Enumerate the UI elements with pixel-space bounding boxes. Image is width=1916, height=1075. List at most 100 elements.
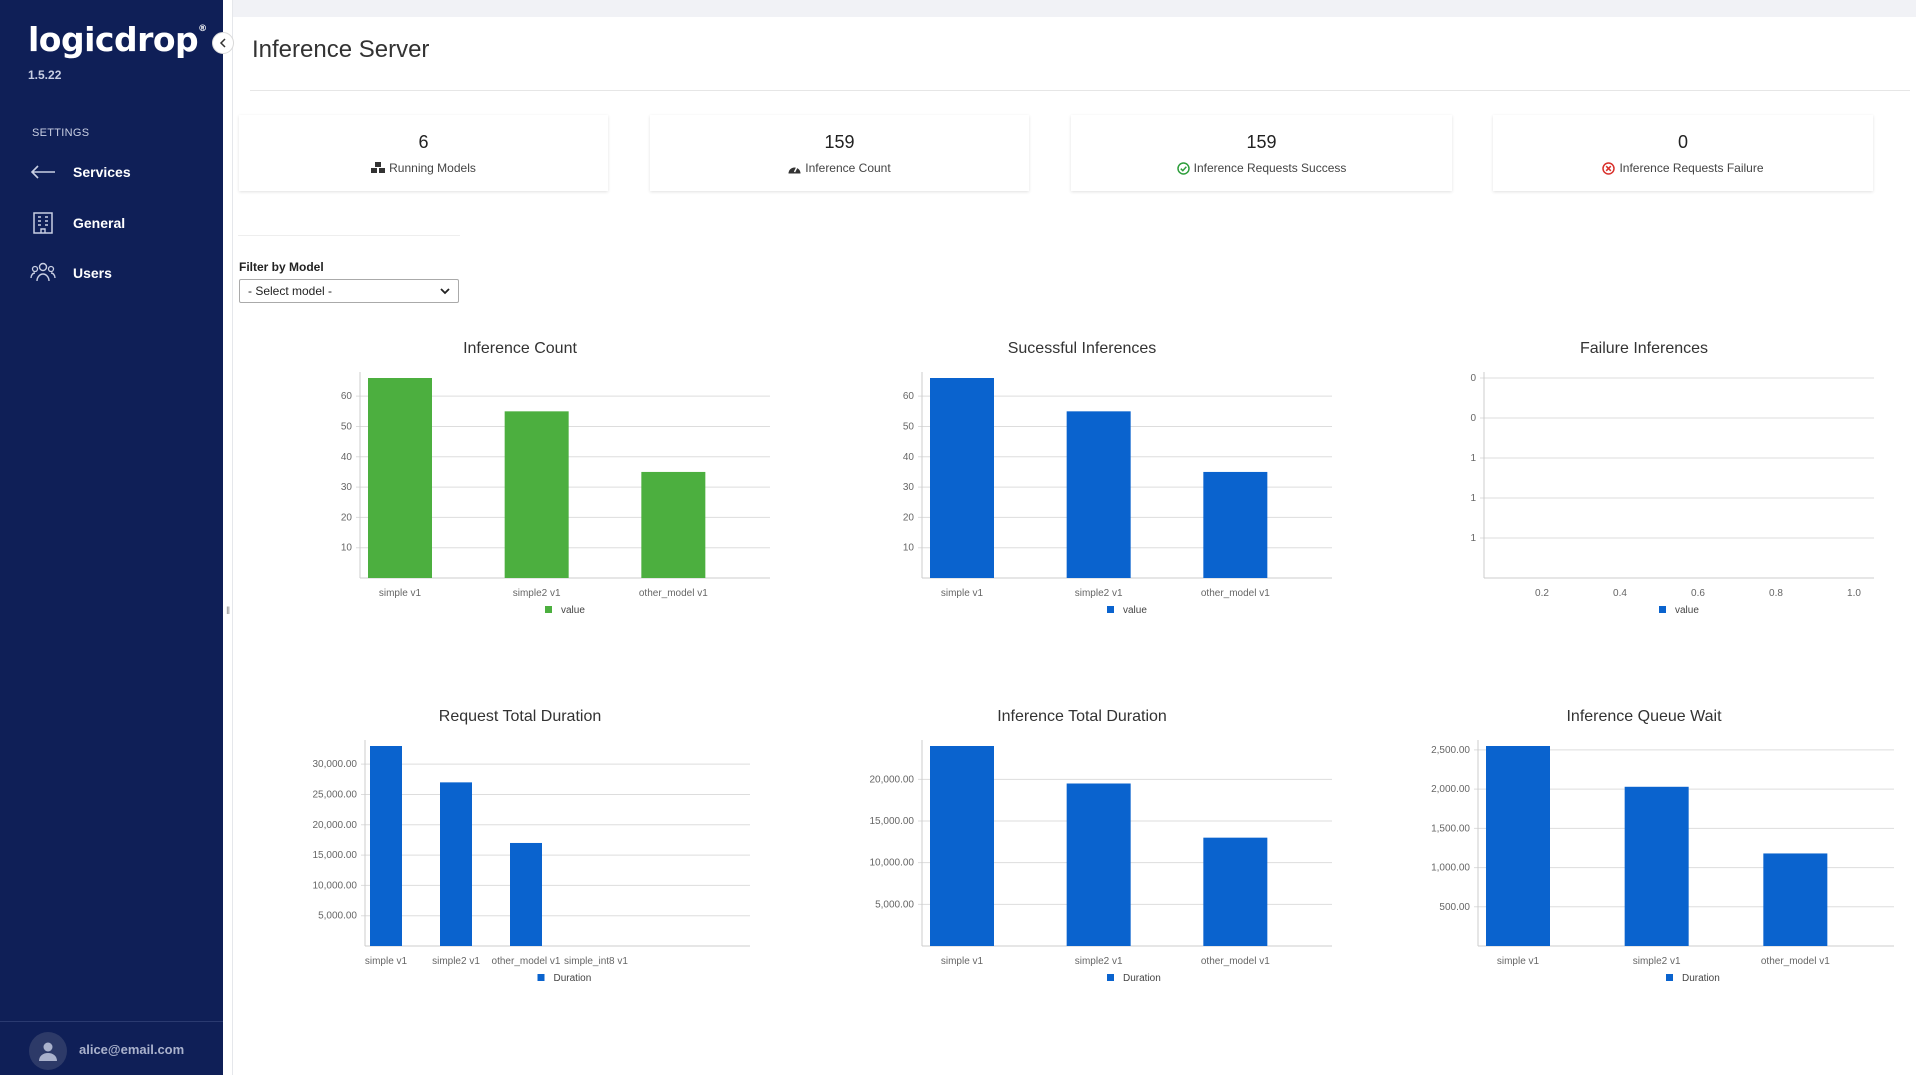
legend-label: value (1123, 605, 1147, 616)
user-email[interactable]: alice@email.com (79, 1042, 185, 1057)
settings-section-label: SETTINGS (32, 127, 90, 139)
sidebar-item-users[interactable]: Users (28, 258, 218, 288)
y-tick-label: 30,000.00 (313, 759, 358, 770)
chart-svg: 10 20 30 40 50 60 simple v1 simple2 v1 other_mod… (903, 372, 1332, 616)
x-tick-label: simple v1 (1497, 956, 1540, 967)
legend-swatch (537, 974, 545, 981)
stat-card-running-models: 6 Running Models (239, 115, 608, 191)
y-tick-label: 20,000.00 (313, 820, 358, 831)
chart-title: Inference Queue Wait (1566, 708, 1722, 725)
y-tick-label: 60 (341, 391, 353, 402)
bar (1624, 786, 1689, 946)
legend-swatch (1666, 974, 1673, 981)
y-tick-label: 15,000.00 (870, 816, 915, 827)
y-tick-label: 20 (341, 512, 353, 523)
x-tick-label: simple_int8 v1 (564, 956, 628, 967)
model-select[interactable]: - Select model - (239, 279, 459, 303)
chart-svg: 500.00 1,000.00 1,500.00 2,000.00 2,500.00 si… (1431, 740, 1894, 984)
x-tick-label: other_model v1 (1201, 588, 1270, 599)
top-bar (233, 0, 1916, 17)
x-tick-label: other_model v1 (1201, 956, 1270, 967)
y-tick-label: 20 (903, 512, 915, 523)
resize-divider[interactable] (223, 0, 233, 1075)
bar (1066, 411, 1131, 578)
y-tick-label: 0 (1470, 413, 1476, 424)
x-tick-label: simple2 v1 (1633, 956, 1681, 967)
chart-successful-inferences: Sucessful Inferences 10 20 30 40 50 60 simple v… (842, 340, 1332, 670)
y-tick-label: 30 (903, 482, 915, 493)
x-tick-label: simple v1 (941, 588, 984, 599)
stat-value: 0 (1677, 132, 1688, 152)
y-tick-label: 50 (341, 421, 353, 432)
page-title: Inference Server (252, 36, 430, 63)
stat-value: 159 (1246, 132, 1277, 152)
y-tick-label: 40 (341, 452, 353, 463)
bar (930, 746, 994, 946)
y-tick-label: 0 (1470, 373, 1476, 384)
collapse-sidebar-button[interactable] (212, 32, 234, 54)
y-tick-label: 2,500.00 (1431, 745, 1470, 756)
sidebar-item-general[interactable]: General (28, 208, 218, 238)
x-tick-label: simple2 v1 (1075, 588, 1123, 599)
x-tick-label: other_model v1 (639, 588, 708, 599)
arrow-left-icon (28, 157, 58, 187)
sidebar-item-label: Users (73, 265, 112, 281)
y-tick-label: 5,000.00 (318, 911, 357, 922)
y-tick-label: 60 (903, 391, 915, 402)
legend-label: value (1675, 605, 1699, 616)
bar (1763, 853, 1828, 946)
legend-label: Duration (554, 973, 592, 984)
x-tick-label: simple2 v1 (432, 956, 480, 967)
times-circle-icon (1602, 161, 1616, 175)
title-divider (250, 90, 1910, 91)
sidebar-item-services[interactable]: Services (28, 157, 218, 187)
tachometer-icon (788, 166, 801, 173)
y-tick-label: 500.00 (1439, 902, 1470, 913)
x-tick-label: simple v1 (379, 588, 422, 599)
y-tick-label: 1,000.00 (1431, 863, 1470, 874)
x-tick-label: 0.2 (1535, 588, 1549, 599)
chart-inference-queue-wait: Inference Queue Wait 500.00 1,000.00 1,500.… (1404, 708, 1894, 1038)
stat-label-row: Running Models (239, 161, 608, 175)
legend-swatch (1107, 606, 1114, 613)
stat-label: Running Models (389, 161, 476, 175)
user-icon (39, 1042, 57, 1061)
bar (1486, 746, 1550, 946)
bar (370, 746, 402, 946)
legend-swatch (1659, 606, 1666, 613)
filter-label: Filter by Model (239, 260, 324, 274)
resize-handle-icon[interactable]: ‖ (226, 606, 231, 617)
legend-label: value (561, 605, 585, 616)
logo: logicdrop® (28, 20, 207, 59)
bar (1203, 471, 1268, 578)
y-tick-label: 1 (1470, 533, 1476, 544)
users-icon (28, 258, 58, 288)
stat-card-requests-failure: 0 Inference Requests Failure (1493, 115, 1873, 191)
stat-value: 6 (418, 132, 429, 152)
y-tick-label: 40 (903, 452, 915, 463)
chart-title: Sucessful Inferences (1007, 340, 1157, 357)
cubes-icon (371, 162, 386, 173)
y-tick-label: 10,000.00 (870, 858, 915, 869)
sidebar-item-label: Services (73, 164, 131, 180)
x-tick-label: simple2 v1 (1075, 956, 1123, 967)
chart-inference-total-duration: Inference Total Duration 5,000.00 10,000.0… (842, 708, 1332, 1038)
y-tick-label: 10 (903, 543, 915, 554)
stat-value: 159 (824, 132, 855, 152)
avatar[interactable] (29, 1032, 67, 1070)
app-version: 1.5.22 (28, 68, 62, 82)
y-tick-label: 50 (903, 421, 915, 432)
bar (930, 378, 994, 578)
stat-label: Inference Requests Success (1193, 161, 1347, 175)
bar (510, 842, 542, 946)
bar (504, 411, 569, 578)
x-tick-label: simple v1 (941, 956, 984, 967)
stat-card-requests-success: 159 Inference Requests Success (1071, 115, 1452, 191)
y-tick-label: 1 (1470, 493, 1476, 504)
stat-label-row: Inference Count (650, 161, 1029, 175)
x-tick-label: simple v1 (365, 956, 408, 967)
check-circle-icon (1176, 161, 1190, 175)
filter-divider (238, 235, 460, 236)
chart-request-total-duration: Request Total Duration 5,000.00 10,000.00 1… (280, 708, 760, 1038)
